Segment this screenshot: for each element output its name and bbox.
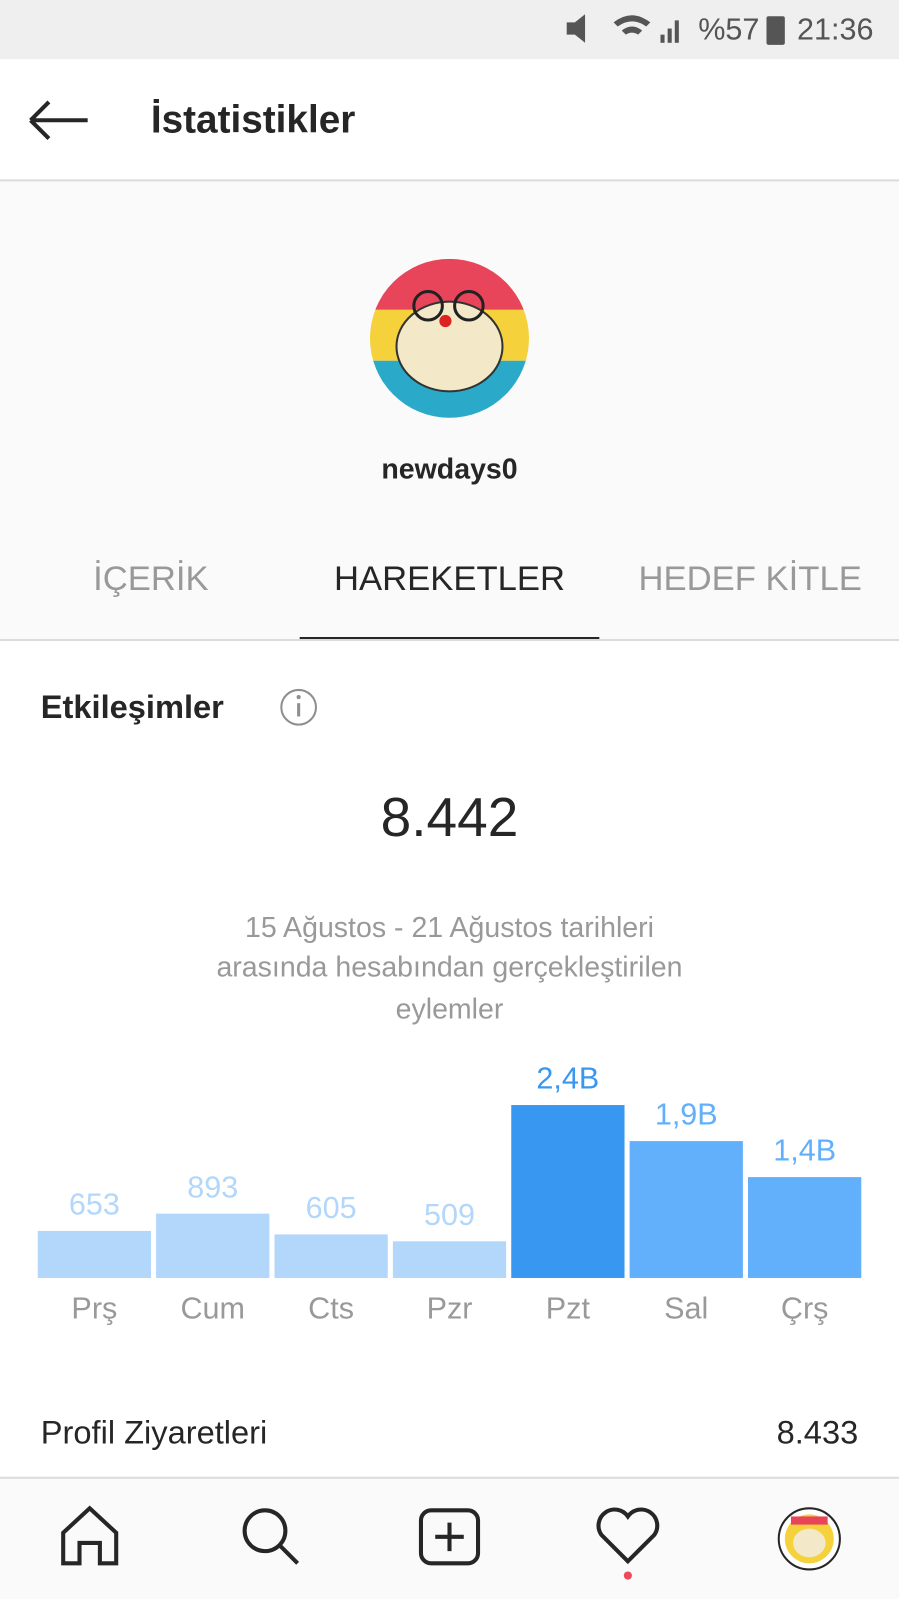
status-bar (0, 0, 899, 60)
stat-label: Profil Ziyaretleri (41, 1414, 268, 1451)
value-label: 893 (187, 1170, 238, 1204)
description: 15 Ağustos - 21 Ağustos tarihleri (245, 912, 654, 944)
bar-chart: 653 Prş 893 Cum 605 Cts 509 Pzr 2,4B Pzt 1,9B Sal 1,… (37, 1062, 862, 1326)
bar (629, 1141, 743, 1278)
x-tick-label: Çrş (781, 1292, 829, 1326)
x-tick-label: Sal (664, 1292, 708, 1326)
username: newdays0 (381, 453, 517, 485)
notification-dot (623, 1571, 632, 1580)
value-label: 1,4B (773, 1134, 836, 1168)
value-label: 605 (306, 1191, 357, 1225)
value-label: 2,4B (536, 1062, 599, 1096)
battery-percent: %57 (698, 13, 759, 47)
status-icons (566, 14, 785, 45)
description: eylemler (396, 994, 504, 1026)
back-button[interactable] (29, 100, 88, 141)
add-icon[interactable] (418, 1508, 481, 1566)
x-tick-label: Prş (71, 1292, 117, 1326)
total: 8.442 (381, 786, 519, 848)
bar (748, 1177, 862, 1278)
section-title: Etkileşimler (41, 688, 224, 725)
value-label: 1,9B (655, 1098, 718, 1132)
stat-value: 8.433 (777, 1414, 859, 1451)
profile-icon[interactable] (777, 1507, 841, 1571)
search-icon[interactable] (242, 1508, 300, 1565)
tab[interactable]: HEDEF KİTLE (639, 559, 862, 598)
info-icon[interactable] (280, 688, 317, 726)
clock: 21:36 (797, 13, 873, 47)
value-label: 509 (424, 1198, 475, 1232)
value-label: 653 (69, 1188, 120, 1222)
x-tick-label: Pzr (427, 1292, 473, 1326)
activity-icon[interactable] (596, 1507, 660, 1565)
x-tick-label: Pzt (546, 1292, 591, 1326)
tab[interactable]: İÇERİK (93, 559, 209, 598)
home-icon[interactable] (61, 1505, 119, 1566)
bar (511, 1105, 625, 1278)
bar (37, 1230, 151, 1278)
x-tick-label: Cum (180, 1292, 245, 1326)
page-title: İstatistikler (151, 99, 355, 142)
description: arasında hesabından gerçekleştirilen (216, 952, 682, 984)
bar (156, 1213, 270, 1278)
tab-active[interactable]: HAREKETLER (334, 560, 565, 598)
bar (392, 1241, 507, 1278)
x-tick-label: Cts (308, 1292, 354, 1326)
bar (274, 1234, 388, 1278)
